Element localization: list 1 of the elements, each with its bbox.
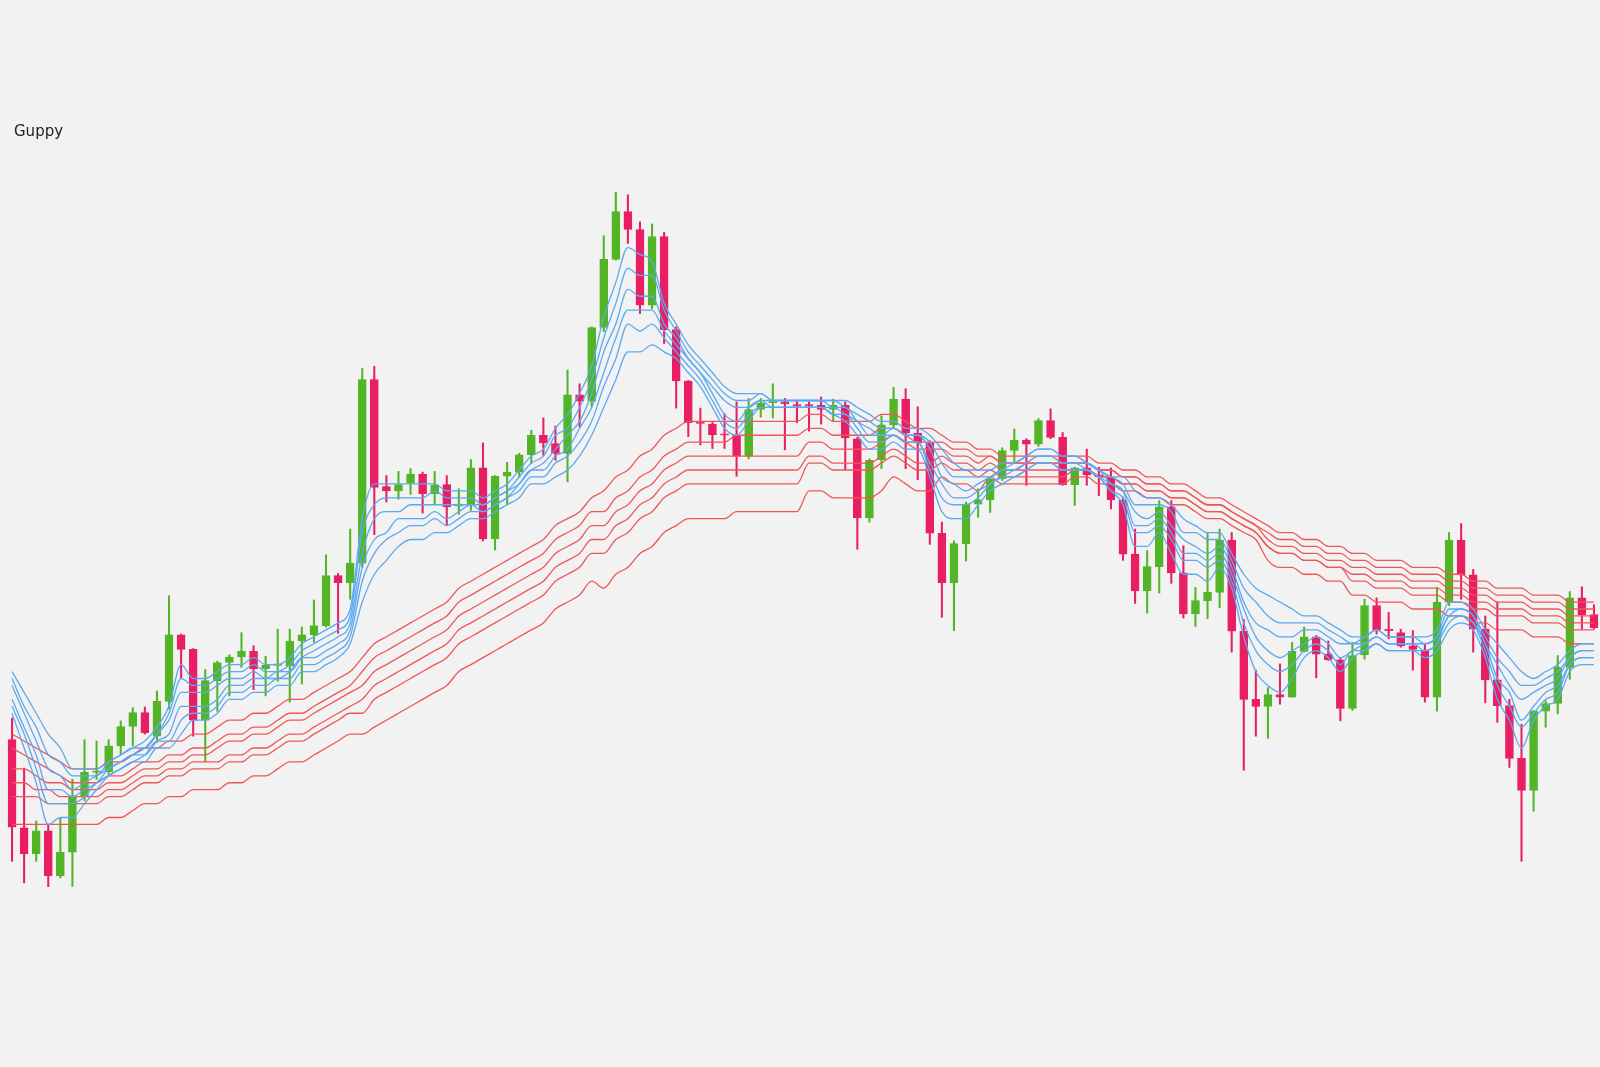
chart-title: Guppy (14, 122, 64, 140)
